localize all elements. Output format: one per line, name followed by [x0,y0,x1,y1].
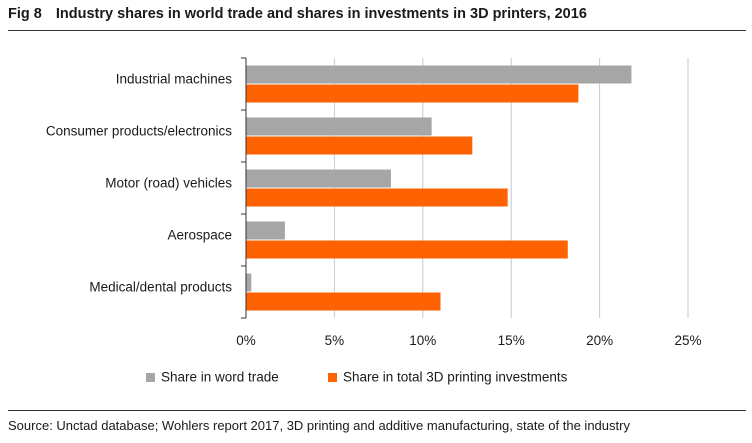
source-note: Source: Unctad database; Wohlers report … [8,418,630,433]
x-tick-label: 25% [674,333,701,348]
legend-investment-swatch [328,373,337,382]
bar-trade [246,65,632,84]
x-tick-label: 0% [236,333,256,348]
x-tick-label: 5% [325,333,345,348]
header-rule [8,30,746,31]
bar-trade [246,169,391,188]
category-label: Motor (road) vehicles [105,176,232,191]
x-tick-label: 20% [586,333,613,348]
bar-chart: Industrial machines Consumer products/ele… [46,57,702,385]
bar-trade [246,117,432,136]
footer-rule [8,410,746,411]
legend-investment-label: Share in total 3D printing investments [343,370,568,385]
figure-number: Fig 8 [8,6,42,22]
category-label: Consumer products/electronics [46,124,232,139]
legend-trade-label: Share in word trade [161,370,279,385]
category-label: Medical/dental products [89,280,232,295]
category-label: Aerospace [167,228,232,243]
bar-trade [246,273,252,292]
x-tick-label: 15% [498,333,525,348]
bar-investment [246,240,568,259]
figure-header: Fig 8 Industry shares in world trade and … [8,6,587,22]
bar-trade [246,221,285,240]
bar-investment [246,136,473,155]
bar-investment [246,188,508,207]
figure-title: Industry shares in world trade and share… [55,6,587,22]
bar-investment [246,84,579,103]
bar-investment [246,292,441,311]
legend-trade-swatch [146,373,155,382]
x-tick-label: 10% [409,333,436,348]
category-label: Industrial machines [116,72,233,87]
